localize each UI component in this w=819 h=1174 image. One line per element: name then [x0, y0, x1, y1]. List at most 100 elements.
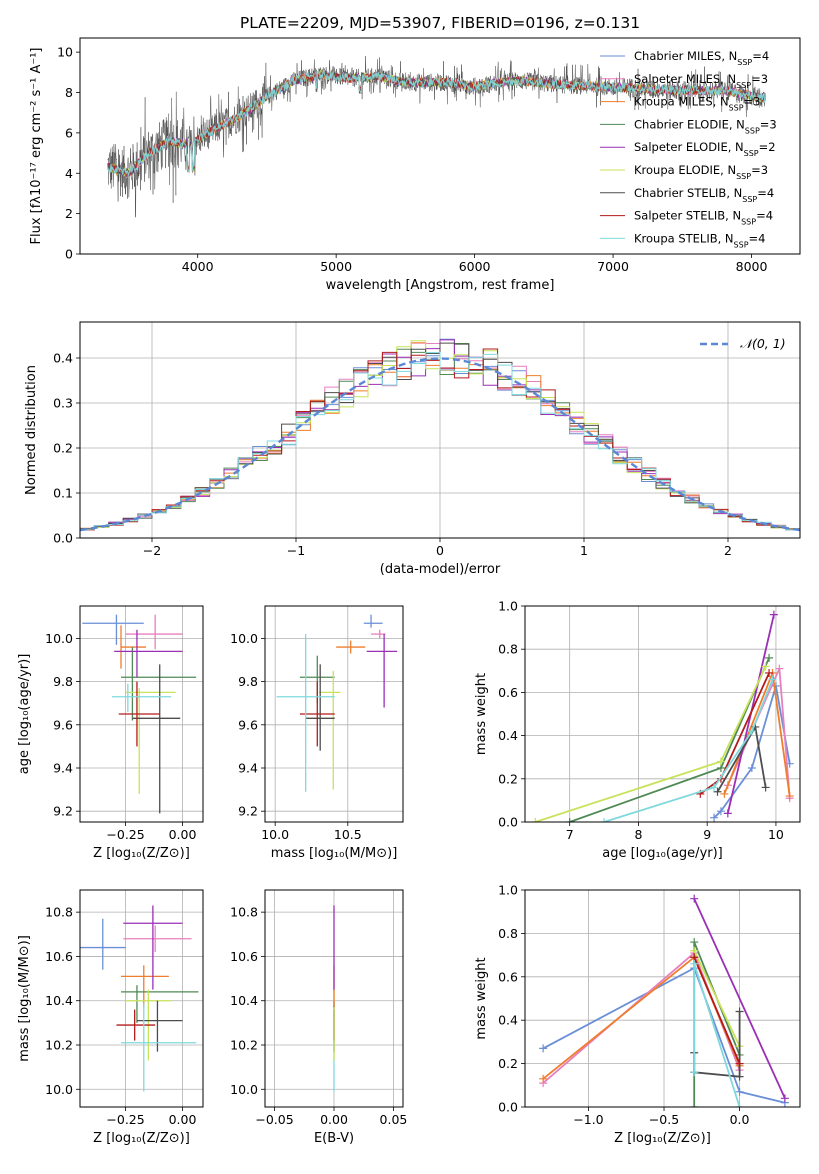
y-tick-label: 2: [65, 206, 73, 221]
point-kroupa-miles: [120, 625, 147, 669]
plot-area: [539, 894, 789, 1107]
y-axis-label: age [log₁₀(age/yr)]: [17, 654, 32, 775]
x-tick-label: 8: [634, 827, 642, 842]
y-tick-label: 10.2: [230, 1038, 258, 1053]
x-tick-label: −1.0: [573, 1112, 603, 1127]
histogram-chabrier-stelib: [80, 342, 800, 531]
y-tick-label: 0.8: [498, 926, 518, 941]
legend-label-kroupa-elodie: Kroupa ELODIE, NSSP=3: [634, 163, 768, 181]
y-tick-label: 0.6: [498, 969, 518, 984]
legend-label-kroupa-stelib: Kroupa STELIB, NSSP=4: [634, 231, 765, 249]
axes-frame: [524, 889, 801, 1108]
figure-title: PLATE=2209, MJD=53907, FIBERID=0196, z=0…: [240, 14, 640, 32]
x-tick-label: 9: [703, 827, 711, 842]
series-marker-kroupa-miles: [539, 1074, 548, 1083]
series-marker-kroupa-stelib: [747, 727, 756, 736]
panel-mass_vs_ebv: −0.05 0.00 0.05 10.0 10.2 10.4 10.6 10.8 E(B-V): [230, 889, 408, 1146]
series-line-kroupa-miles: [542, 955, 741, 1080]
y-tick-label: 6: [65, 125, 73, 140]
y-tick-label: 10.2: [45, 1038, 73, 1053]
x-axis-label: mass [log₁₀(M/M⊙)]: [271, 846, 398, 861]
series-marker-chabrier-stelib: [761, 783, 770, 792]
x-tick-label: 0.0: [730, 1112, 750, 1127]
y-tick-label: 9.8: [238, 674, 258, 689]
x-tick-label: 10: [768, 827, 784, 842]
series-marker-salpeter-stelib: [765, 668, 774, 677]
normal-curve-line: [80, 357, 800, 532]
series-marker-chabrier-miles: [710, 813, 719, 822]
point-chabrier-miles: [363, 614, 383, 628]
y-tick-label: 9.6: [238, 717, 258, 732]
axes-frame: [79, 37, 801, 255]
series-marker-chabrier-stelib: [735, 1072, 744, 1081]
x-axis-label: (data-model)/error: [380, 562, 501, 577]
series-marker-chabrier-miles: [747, 764, 756, 772]
x-axis-label: Z [log₁₀(Z/Z⊙)]: [93, 1131, 190, 1146]
axes-frame: [79, 605, 204, 823]
y-tick-label: 1.0: [498, 883, 518, 898]
series-marker-salpeter-stelib: [735, 1059, 744, 1068]
x-axis-label: age [log₁₀(age/yr)]: [602, 846, 723, 861]
y-axis-label: mass weight: [474, 957, 489, 1039]
x-axis-label: E(B-V): [314, 1131, 354, 1146]
series-marker-chabrier-elodie: [690, 938, 699, 947]
grid: [525, 889, 800, 1108]
point-kroupa-stelib: [111, 683, 172, 712]
y-tick-label: 10.0: [230, 1082, 258, 1097]
series-marker-kroupa-elodie: [531, 818, 540, 822]
legend-label-salpeter-stelib: Salpeter STELIB, NSSP=4: [634, 209, 773, 227]
x-tick-label: −1: [287, 543, 305, 558]
panel-residuals: −2 −1 0 1 2 0.0 0.1 0.2 0.3 0.4 (data-model)/error…: [24, 321, 801, 577]
axes-frame: [264, 889, 404, 1108]
legend-label-normal: 𝒩(0, 1): [740, 336, 786, 351]
y-tick-label: 10.8: [230, 905, 258, 920]
x-tick-label: 0.00: [169, 827, 197, 842]
series-line-kroupa-elodie: [693, 950, 741, 1047]
x-tick-label: 2: [724, 543, 732, 558]
legend-label-chabrier-elodie: Chabrier ELODIE, NSSP=3: [634, 117, 777, 135]
point-salpeter-elodie: [123, 905, 183, 990]
y-tick-label: 0.0: [498, 815, 518, 830]
y-axis-label: Normed distribution: [24, 365, 39, 495]
y-tick-label: 10.6: [230, 949, 258, 964]
series-marker-kroupa-stelib: [690, 1068, 699, 1077]
series-marker-chabrier-miles: [539, 1044, 548, 1053]
series-marker-chabrier-miles: [716, 807, 725, 816]
point-salpeter-stelib: [116, 1009, 156, 1041]
y-tick-label: 0.4: [498, 1013, 518, 1028]
series-marker-chabrier-stelib: [735, 1007, 744, 1016]
x-tick-label: 8000: [736, 259, 768, 274]
plot-area: [80, 338, 800, 532]
x-tick-label: 0.05: [380, 1112, 408, 1127]
point-chabrier-miles: [82, 614, 144, 645]
series-line-chabrier-stelib: [693, 1011, 741, 1078]
point-kroupa-miles: [336, 640, 366, 654]
series-line-kroupa-stelib: [603, 679, 774, 822]
y-tick-label: 10.0: [45, 1082, 73, 1097]
x-tick-label: 0.00: [169, 1112, 197, 1127]
y-tick-label: 9.8: [53, 674, 73, 689]
x-tick-label: −0.25: [106, 827, 144, 842]
y-tick-label: 9.2: [238, 804, 258, 819]
y-tick-label: 10.0: [230, 631, 258, 646]
x-tick-label: 10.5: [334, 827, 362, 842]
y-tick-label: 10.0: [45, 631, 73, 646]
y-tick-label: 0.8: [498, 642, 518, 657]
series-marker-salpeter-elodie: [723, 809, 732, 818]
x-tick-label: −2: [143, 543, 161, 558]
x-tick-label: −0.25: [106, 1112, 144, 1127]
y-tick-label: 4: [65, 166, 73, 181]
series-marker-kroupa-stelib: [710, 783, 719, 792]
y-tick-label: 10.4: [230, 993, 258, 1008]
model-spectrum-kroupa-stelib: [107, 69, 766, 176]
x-tick-label: 7000: [597, 259, 629, 274]
point-chabrier-miles: [80, 918, 126, 970]
series-line-salpeter-stelib: [693, 956, 741, 1064]
y-tick-label: 0.0: [53, 531, 73, 546]
point-salpeter-elodie: [366, 634, 398, 708]
series-line-chabrier-miles: [542, 966, 786, 1104]
plot-area: [531, 610, 794, 822]
x-tick-label: 0.00: [320, 1112, 348, 1127]
y-tick-label: 0.0: [498, 1100, 518, 1115]
